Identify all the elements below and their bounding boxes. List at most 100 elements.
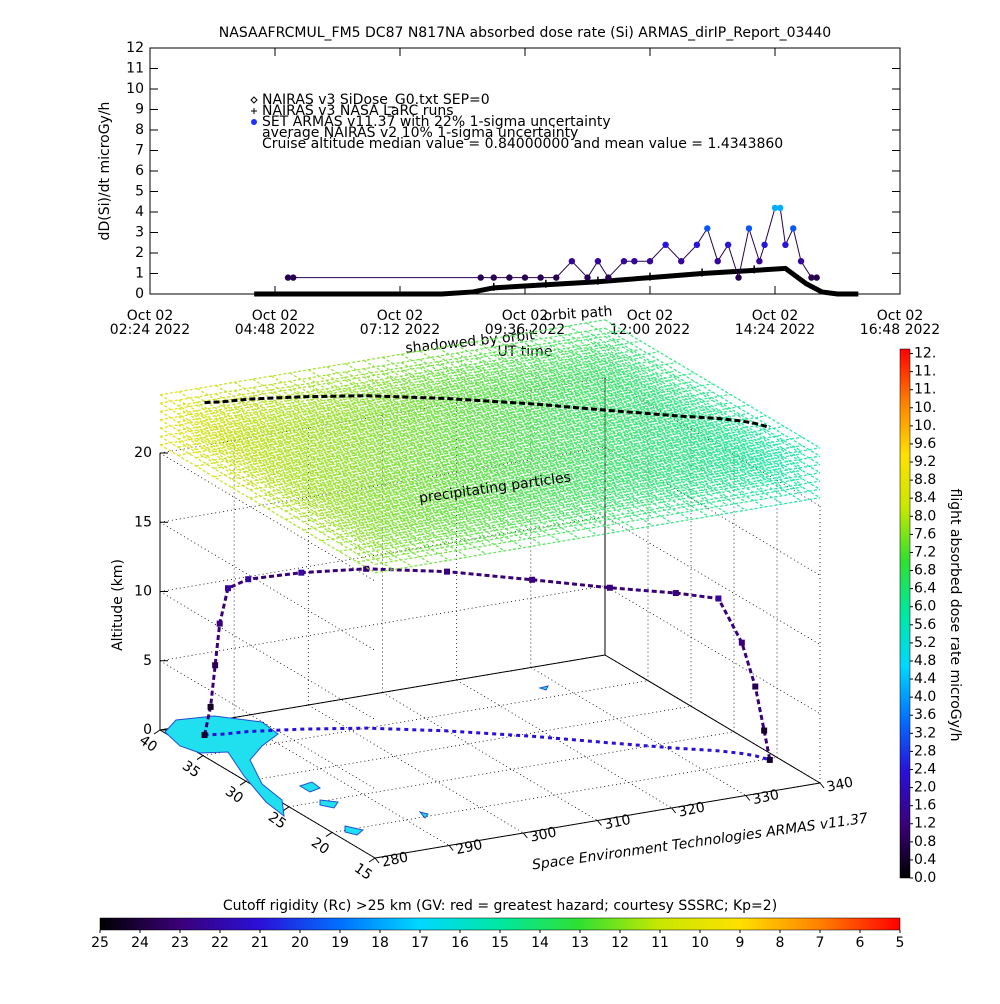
colorbar-tick-label: 11 (651, 935, 669, 951)
layer-line (400, 386, 617, 517)
track-point (207, 703, 214, 710)
armas-point (568, 258, 576, 265)
y-axis-label: dD(Si)/dt microGy/h (97, 102, 113, 241)
wall-grid (159, 521, 376, 651)
map-island (298, 781, 322, 793)
larc-point (593, 276, 602, 285)
track-point (245, 576, 252, 583)
colorbar-tick-label: 4.8 (914, 653, 936, 669)
y-tick-label: 10 (126, 81, 144, 97)
layer-line (345, 396, 561, 526)
layer-line (326, 416, 543, 546)
track-point (224, 585, 231, 592)
layer-line (267, 391, 713, 468)
layer-line (339, 475, 785, 552)
colorbar-tick-label: 10 (691, 935, 709, 951)
layer-line (493, 362, 710, 493)
x-tick-label: Oct 02 (502, 308, 548, 324)
colorbar-tick-label: 24 (131, 935, 149, 951)
layer-line (374, 455, 821, 532)
layer-line (400, 378, 617, 508)
layer-line (303, 404, 749, 481)
armas-point (756, 258, 763, 265)
layer-line (549, 336, 765, 467)
colorbar-tick-label: 8.0 (914, 508, 936, 524)
colorbar-tick-label: 0.8 (914, 834, 936, 850)
layer-line (374, 497, 821, 574)
x-tick-label: Oct 02 (127, 308, 173, 324)
layer-line (356, 436, 803, 513)
x-tick-label: Oct 02 (877, 308, 923, 324)
layer-line (419, 367, 635, 497)
colorbar-tick-label: 17 (411, 935, 429, 951)
layer-line (178, 424, 394, 554)
layer-line (400, 370, 617, 500)
ground-shadow (204, 726, 771, 762)
lat-tick (153, 729, 161, 735)
layer-line (321, 440, 767, 517)
track-point (298, 569, 305, 576)
layer-line (400, 361, 617, 492)
layer-line (213, 351, 659, 428)
layer-line (339, 434, 785, 511)
floor-grid (456, 679, 672, 809)
y-tick-label: 5 (135, 184, 144, 200)
colorbar-tick-label: 6 (856, 935, 865, 951)
wall-grid (604, 446, 821, 576)
armas-point (771, 204, 779, 212)
layer-line (493, 354, 710, 484)
armas-point (693, 241, 701, 248)
layer-line (374, 480, 821, 557)
colorbar-tick-label: 7.6 (914, 526, 936, 542)
track-point (715, 595, 722, 602)
layer-line (231, 370, 677, 447)
armas-point (808, 274, 815, 281)
larc-point (541, 279, 550, 288)
layer-line (195, 348, 641, 426)
layer-line (159, 344, 606, 421)
armas-point (290, 274, 297, 281)
colorbar-tick-label: 18 (371, 935, 389, 951)
legend-note: average NAIRAS v2 10% 1-sigma uncertaint… (262, 125, 578, 141)
layer-line (339, 459, 785, 536)
colorbar-tick-label: 22 (211, 935, 229, 951)
colorbar-tick-label: 23 (171, 935, 189, 951)
y-tick-label: 12 (126, 40, 144, 56)
x-tick-label: 04:48 2022 (235, 322, 315, 338)
layer-line (474, 341, 691, 471)
armas-point (521, 274, 529, 281)
x-tick-label: 16:48 2022 (860, 322, 940, 338)
layer-line (356, 444, 803, 522)
armas-point (490, 274, 497, 281)
layer-line (345, 379, 561, 509)
layer-line (177, 363, 624, 440)
layer-line (321, 423, 767, 500)
colorbar-tick-label: 8.4 (914, 490, 936, 506)
x-tick-label: Oct 02 (752, 308, 798, 324)
x-tick-label: 02:24 2022 (110, 322, 190, 338)
larc-point (698, 268, 707, 277)
lon-tick-label: 340 (825, 774, 854, 795)
larc-point (489, 282, 498, 291)
colorbar-tick-label: 8 (776, 935, 785, 951)
lat-tick (196, 755, 204, 761)
layer-line (419, 375, 635, 505)
layer-line (567, 358, 784, 488)
layer-line (419, 358, 635, 488)
layer-line (213, 384, 659, 461)
track-point (363, 565, 370, 572)
layer-line (267, 408, 713, 485)
armas-point (537, 274, 544, 281)
layer-line (267, 383, 713, 460)
layer-line (177, 346, 624, 423)
colorbar-tick-label: 9.6 (914, 436, 936, 452)
z-tick-label: 5 (143, 653, 152, 669)
lat-tick (368, 857, 376, 863)
x-tick-label: Oct 02 (252, 308, 298, 324)
layer-line (374, 447, 821, 524)
layer-line (285, 393, 731, 471)
layer-line (549, 328, 765, 458)
layer-line (567, 333, 784, 463)
axis-edge (159, 654, 606, 731)
wall-grid (604, 585, 821, 715)
